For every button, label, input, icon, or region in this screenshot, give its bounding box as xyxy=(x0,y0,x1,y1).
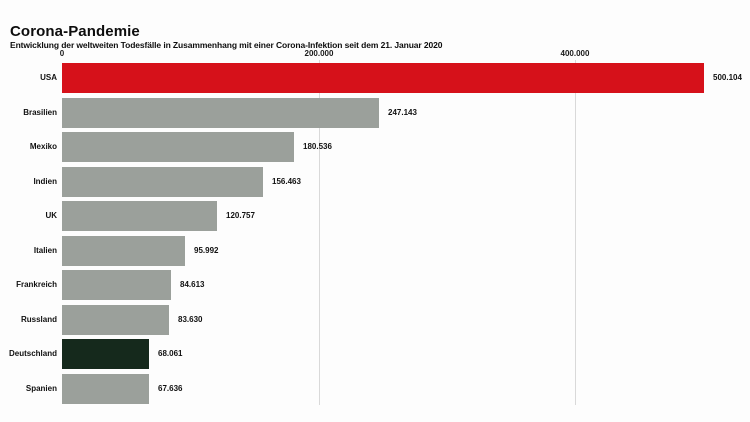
bar-row-usa: USA 500.104 xyxy=(0,63,750,93)
bar-indien xyxy=(62,167,263,197)
bar-russland xyxy=(62,305,169,335)
category-label: Italien xyxy=(33,246,57,255)
gridline-200000 xyxy=(319,60,320,405)
category-label: USA xyxy=(40,73,57,82)
chart-subtitle: Entwicklung der weltweiten Todesfälle in… xyxy=(10,40,443,50)
category-label: Mexiko xyxy=(29,142,57,151)
bar-row-indien: Indien 156.463 xyxy=(0,167,750,197)
bar-italien xyxy=(62,236,185,266)
category-label: Russland xyxy=(20,315,57,324)
value-label: 247.143 xyxy=(388,108,417,117)
bar-row-spanien: Spanien 67.636 xyxy=(0,374,750,404)
bar-row-mexiko: Mexiko 180.536 xyxy=(0,132,750,162)
bar-row-deutschland: Deutschland 68.061 xyxy=(0,339,750,369)
value-label: 95.992 xyxy=(194,246,219,255)
x-axis-tick-label: 400.000 xyxy=(560,49,590,58)
category-label: Brasilien xyxy=(23,108,57,117)
x-axis-tick-label: 0 xyxy=(59,49,65,58)
bar-row-frankreich: Frankreich 84.613 xyxy=(0,270,750,300)
value-label: 68.061 xyxy=(158,349,183,358)
value-label: 156.463 xyxy=(272,177,301,186)
value-label: 67.636 xyxy=(158,384,183,393)
category-label: Indien xyxy=(33,177,57,186)
category-label: Deutschland xyxy=(8,349,57,358)
bar-uk xyxy=(62,201,217,231)
value-label: 180.536 xyxy=(303,142,332,151)
bar-row-uk: UK 120.757 xyxy=(0,201,750,231)
value-label: 120.757 xyxy=(226,211,255,220)
bar-usa xyxy=(62,63,704,93)
bar-row-brasilien: Brasilien 247.143 xyxy=(0,98,750,128)
bar-mexiko xyxy=(62,132,294,162)
category-label: UK xyxy=(45,211,57,220)
category-label: Frankreich xyxy=(16,280,57,289)
value-label: 500.104 xyxy=(713,73,742,82)
value-label: 83.630 xyxy=(178,315,203,324)
bar-spanien xyxy=(62,374,149,404)
bar-row-italien: Italien 95.992 xyxy=(0,236,750,266)
value-label: 84.613 xyxy=(180,280,205,289)
category-label: Spanien xyxy=(25,384,57,393)
bar-row-russland: Russland 83.630 xyxy=(0,305,750,335)
bar-deutschland xyxy=(62,339,149,369)
gridline-400000 xyxy=(575,60,576,405)
x-axis-tick-label: 200.000 xyxy=(304,49,334,58)
bar-brasilien xyxy=(62,98,379,128)
chart-title: Corona-Pandemie xyxy=(10,23,140,40)
bar-frankreich xyxy=(62,270,171,300)
